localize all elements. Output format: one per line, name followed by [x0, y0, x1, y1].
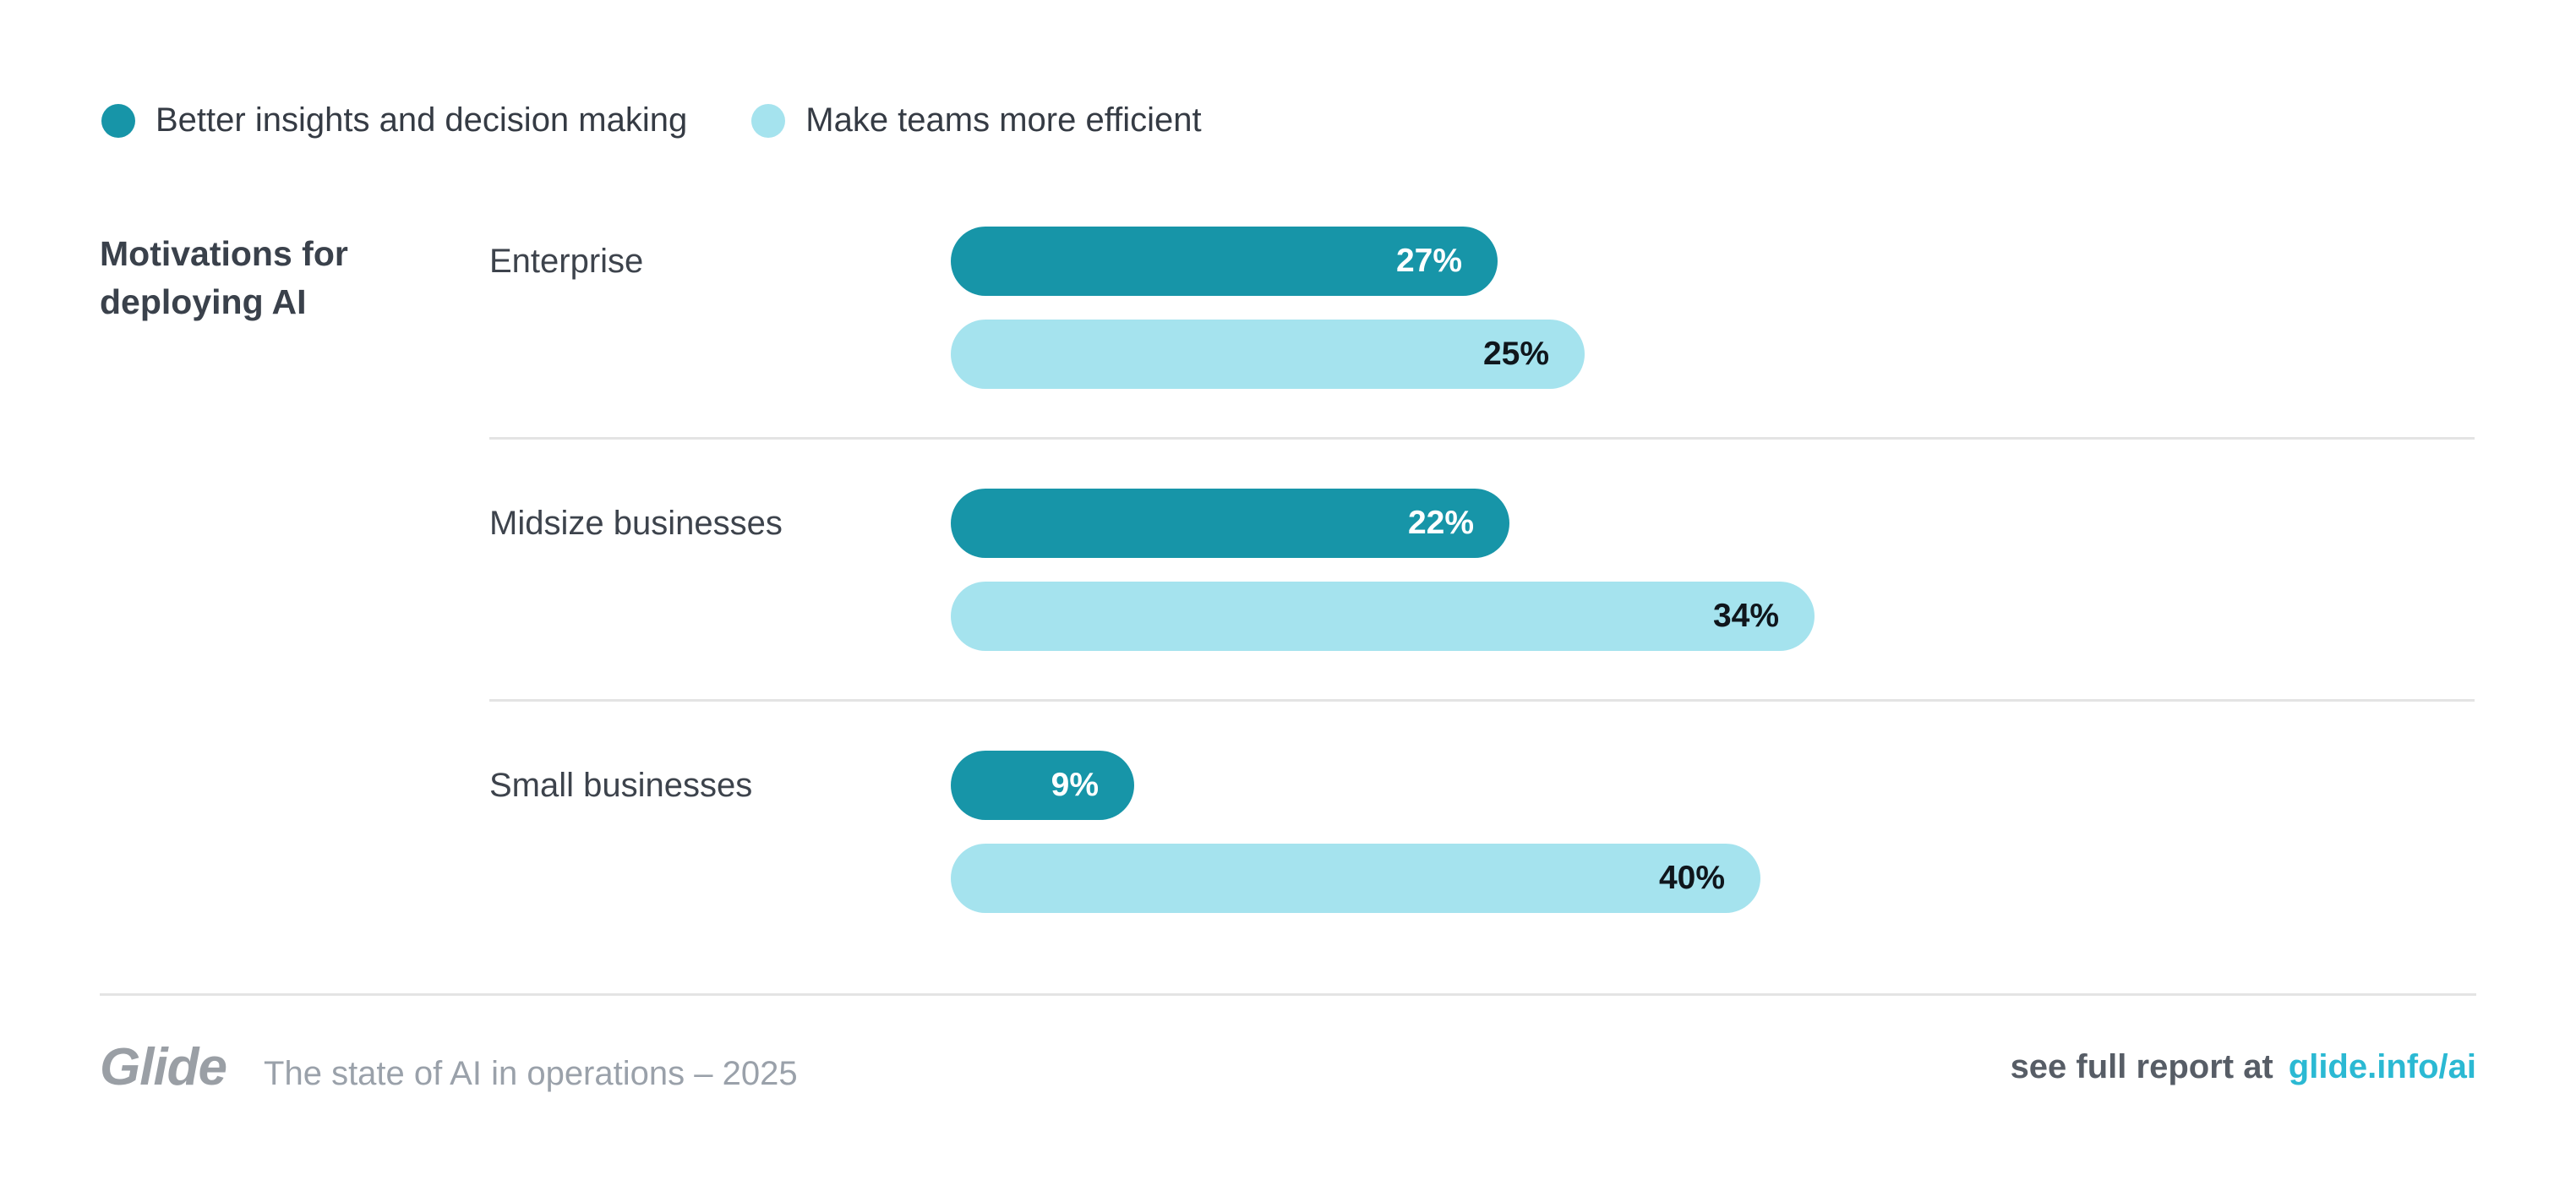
- legend-label-series2: Make teams more efficient: [805, 101, 1202, 139]
- bars-small: 9% 40%: [951, 751, 1760, 913]
- report-subtitle: The state of AI in operations – 2025: [264, 1054, 798, 1092]
- footer-right: see full report at glide.info/ai: [2011, 1048, 2476, 1086]
- bar-enterprise-efficient: 25%: [951, 320, 1585, 389]
- bar-small-insights: 9%: [951, 751, 1134, 820]
- category-label-midsize: Midsize businesses: [489, 504, 783, 542]
- legend-label-series1: Better insights and decision making: [156, 101, 688, 139]
- value-label-enterprise-efficient: 25%: [1482, 336, 1549, 372]
- value-label-small-insights: 9%: [1051, 767, 1099, 803]
- report-link[interactable]: glide.info/ai: [2288, 1047, 2476, 1085]
- footer-left: Glide The state of AI in operations – 20…: [100, 1037, 798, 1097]
- legend-swatch-series1-icon: [101, 103, 135, 138]
- bars-midsize: 22% 34%: [951, 489, 1815, 651]
- cta-text: see full report at: [2010, 1047, 2273, 1085]
- glide-logo: Glide: [100, 1037, 227, 1096]
- value-label-midsize-efficient: 34%: [1712, 598, 1779, 634]
- bar-small-efficient: 40%: [951, 844, 1760, 913]
- chart-title: Motivations for deploying AI: [100, 234, 348, 321]
- row-midsize-businesses: Midsize businesses 22% 34%: [0, 489, 2576, 651]
- bar-midsize-insights: 22%: [951, 489, 1509, 558]
- legend: Better insights and decision making Make…: [101, 101, 1202, 139]
- row-separator-2: [489, 699, 2475, 702]
- category-label-small: Small businesses: [489, 766, 753, 804]
- footer: Glide The state of AI in operations – 20…: [100, 1019, 2476, 1114]
- category-label-enterprise: Enterprise: [489, 242, 644, 280]
- legend-item-series2: Make teams more efficient: [751, 101, 1202, 139]
- bars-enterprise: 27% 25%: [951, 227, 1585, 389]
- row-small-businesses: Small businesses 9% 40%: [0, 751, 2576, 913]
- value-label-small-efficient: 40%: [1658, 860, 1725, 896]
- footer-separator: [100, 993, 2476, 996]
- row-separator-1: [489, 437, 2475, 440]
- row-enterprise: Enterprise 27% 25%: [0, 227, 2576, 389]
- legend-swatch-series2-icon: [751, 103, 786, 138]
- value-label-midsize-insights: 22%: [1407, 505, 1474, 541]
- value-label-enterprise-insights: 27%: [1395, 243, 1462, 279]
- bar-enterprise-insights: 27%: [951, 227, 1498, 296]
- bar-midsize-efficient: 34%: [951, 582, 1815, 651]
- legend-item-series1: Better insights and decision making: [101, 101, 687, 139]
